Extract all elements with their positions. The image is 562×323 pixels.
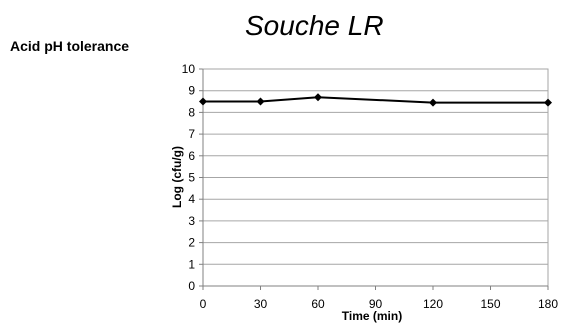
y-tick-label: 1: [188, 257, 195, 271]
tick-labels-layer: 0 1 2 3 4 5 6 7 8 9 10 0 30 60 90 120 150 180: [182, 62, 559, 311]
series-layer: [199, 93, 552, 107]
y-tick-label: 2: [188, 236, 195, 250]
data-point-marker: [199, 97, 207, 106]
y-tick-label: 4: [188, 192, 195, 206]
y-axis-label: Log (cfu/g): [170, 146, 184, 208]
y-tick-label: 9: [188, 84, 195, 98]
y-tick-label: 5: [188, 171, 195, 185]
y-tick-label: 0: [188, 279, 195, 293]
y-tick-label: 8: [188, 105, 195, 119]
data-point-marker: [256, 97, 265, 106]
x-axis-label: Time (min): [342, 309, 402, 323]
data-point-marker: [429, 98, 437, 107]
x-tick-label: 90: [369, 297, 383, 311]
x-tick-label: 0: [200, 297, 207, 311]
data-point-marker: [544, 98, 552, 107]
y-tick-label: 6: [188, 149, 195, 163]
page-title: Souche LR: [245, 10, 384, 41]
data-point-marker: [314, 93, 322, 102]
x-tick-label: 30: [254, 297, 268, 311]
x-tick-label: 180: [538, 297, 558, 311]
y-tick-label: 7: [188, 127, 195, 141]
x-tick-label: 60: [311, 297, 325, 311]
grid-layer: [203, 68, 548, 265]
y-tick-label: 10: [182, 62, 196, 76]
series-line: [203, 96, 548, 104]
x-tick-label: 150: [480, 297, 500, 311]
y-tick-label: 3: [188, 214, 195, 228]
x-tick-label: 120: [423, 297, 443, 311]
chart-subtitle: Acid pH tolerance: [10, 38, 130, 54]
